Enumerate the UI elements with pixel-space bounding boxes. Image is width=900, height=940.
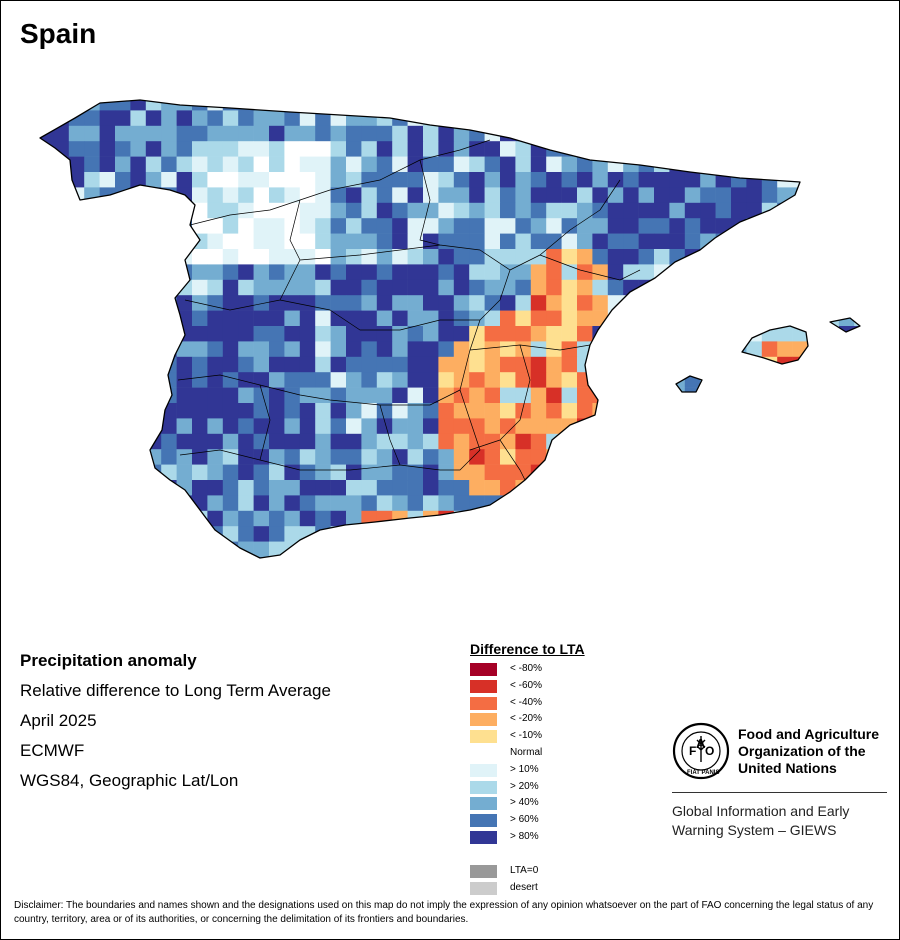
legend-swatch	[470, 814, 497, 828]
legend-label: < -10%	[510, 730, 542, 742]
legend-item-wet-2: > 40%	[470, 796, 670, 813]
legend-label: < -80%	[510, 663, 542, 674]
giews-name: Global Information and Early Warning Sys…	[672, 802, 892, 840]
map-title: Spain	[20, 18, 97, 49]
legend-item-wet-1: > 20%	[470, 780, 670, 797]
legend-wet-group: > 10% > 20% > 40% > 60% > 80%	[470, 763, 670, 847]
legend-swatch	[470, 763, 497, 777]
giews-line-1: Global Information and Early	[672, 803, 850, 819]
svg-text:O: O	[705, 744, 714, 758]
legend: Difference to LTA < -80% < -60% < -40% < -2…	[470, 641, 670, 897]
legend-dry-group: < -80% < -60% < -40% < -20% < -10%	[470, 662, 670, 746]
legend-item-other-1: desert	[470, 881, 670, 898]
fao-org-line-3: United Nations	[738, 760, 837, 776]
legend-item-dry-1: < -60%	[470, 679, 670, 696]
legend-swatch	[470, 663, 497, 676]
legend-item-wet-3: > 60%	[470, 813, 670, 830]
legend-item-dry-3: < -20%	[470, 712, 670, 729]
legend-other-group: LTA=0 desert	[470, 864, 670, 898]
precipitation-map	[39, 99, 861, 559]
legend-label: > 40%	[510, 797, 539, 809]
legend-item-dry-2: < -40%	[470, 696, 670, 713]
legend-label: < -40%	[510, 696, 542, 708]
fao-org-line-1: Food and Agriculture	[738, 726, 880, 742]
legend-swatch	[470, 730, 497, 744]
legend-item-wet-0: > 10%	[470, 763, 670, 780]
legend-swatch	[470, 830, 497, 844]
legend-label: > 20%	[510, 780, 539, 792]
menorca-outline	[829, 317, 861, 333]
legend-label: > 10%	[510, 763, 539, 775]
legend-swatch	[470, 713, 497, 727]
legend-normal: Normal	[470, 746, 670, 763]
info-line-1: Relative difference to Long Term Average	[20, 681, 331, 700]
legend-item-dry-4: < -10%	[470, 729, 670, 746]
info-line-3: ECMWF	[20, 741, 85, 760]
ibiza-outline	[675, 375, 703, 393]
info-line-2: April 2025	[20, 711, 97, 730]
legend-swatch	[470, 696, 497, 710]
legend-label: desert	[510, 881, 538, 893]
info-line-4: WGS84, Geographic Lat/Lon	[20, 771, 239, 790]
legend-swatch	[470, 780, 497, 794]
legend-label: < -60%	[510, 679, 542, 691]
legend-label: LTA=0	[510, 864, 539, 876]
region-boundaries	[177, 139, 641, 481]
legend-item-other-0: LTA=0	[470, 864, 670, 881]
fao-divider	[672, 792, 887, 793]
legend-swatch	[470, 679, 497, 693]
fao-logo-icon: F A O FIAT PANIS	[672, 722, 730, 780]
legend-label: > 80%	[510, 830, 539, 842]
disclaimer: Disclaimer: The boundaries and names sho…	[14, 900, 874, 925]
legend-title: Difference to LTA	[470, 641, 585, 657]
mallorca-outline	[741, 325, 809, 365]
legend-label: < -20%	[510, 713, 542, 725]
giews-line-2: Warning System – GIEWS	[672, 822, 837, 838]
info-heading: Precipitation anomaly	[20, 651, 197, 670]
legend-swatch	[470, 864, 497, 878]
legend-item-wet-4: > 80%	[470, 830, 670, 847]
legend-swatch	[470, 881, 497, 895]
fao-organization-name: Food and Agriculture Organization of the…	[738, 726, 898, 777]
svg-text:FIAT PANIS: FIAT PANIS	[687, 770, 719, 776]
legend-normal-label: Normal	[510, 746, 543, 758]
fao-org-line-2: Organization of the	[738, 743, 866, 759]
legend-swatch	[470, 797, 497, 811]
legend-label: > 60%	[510, 814, 539, 826]
spain-coastline	[39, 99, 801, 559]
legend-item-dry-0: < -80%	[470, 662, 670, 679]
svg-text:F: F	[689, 744, 696, 758]
map-info: Precipitation anomaly Relative differenc…	[20, 646, 331, 796]
